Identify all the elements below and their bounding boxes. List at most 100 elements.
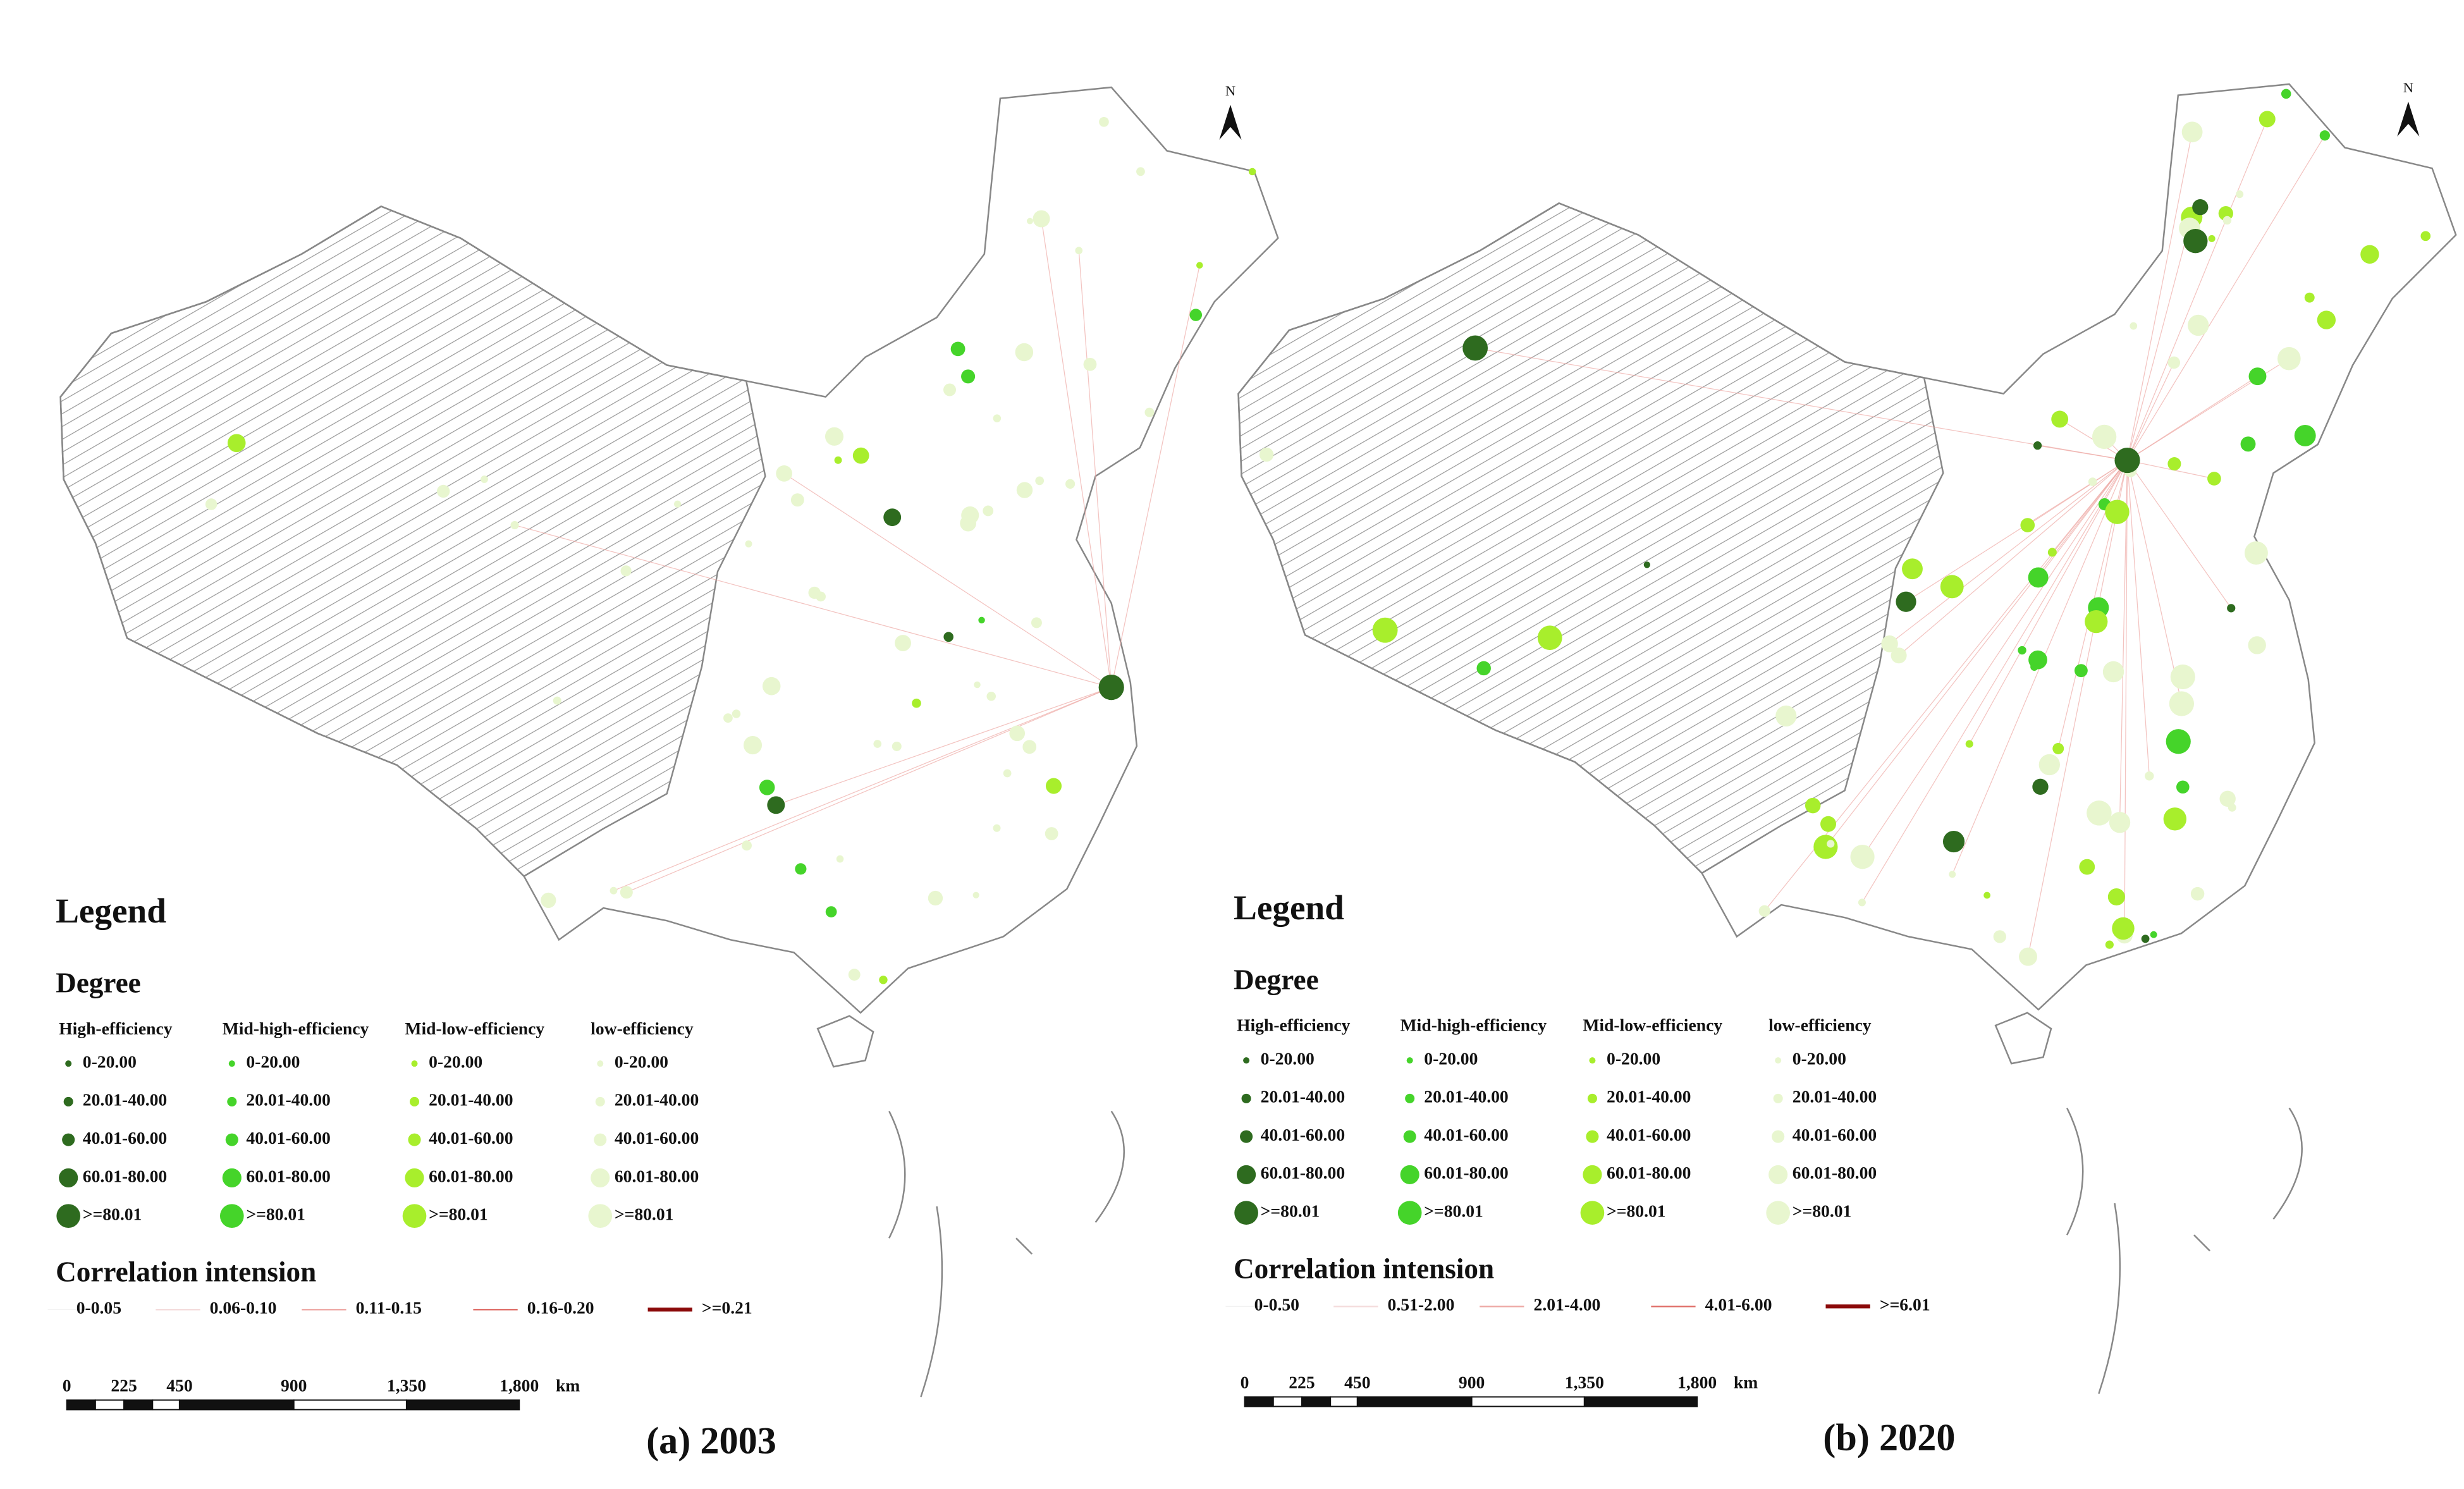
class-label: 0-20.00 — [1793, 1048, 1846, 1068]
node — [2294, 425, 2316, 446]
class-label: 40.01-60.00 — [1424, 1125, 1508, 1144]
node — [2020, 518, 2035, 532]
scale-segment — [1244, 1396, 1274, 1407]
class-label: >=80.01 — [1424, 1201, 1483, 1220]
link-line — [1475, 347, 2128, 461]
panel: N Legend Degree High-efficiency 0-20.00 20.01… — [47, 83, 1279, 1462]
legend-symbol — [1583, 1165, 1602, 1184]
link-line — [783, 473, 1112, 688]
correlation-label: 0.06-0.10 — [210, 1298, 277, 1318]
legend-symbol — [1237, 1165, 1256, 1184]
node — [2112, 917, 2135, 940]
node — [961, 369, 976, 384]
legend-symbol — [1403, 1130, 1416, 1143]
class-label: >=80.01 — [615, 1204, 674, 1224]
legend-symbol — [219, 1204, 244, 1228]
node — [2188, 314, 2209, 336]
node — [1022, 740, 1037, 754]
class-label: >=80.01 — [1607, 1201, 1666, 1220]
node — [541, 892, 556, 908]
legend-symbol — [1243, 1057, 1250, 1064]
node — [620, 565, 632, 577]
node — [1775, 705, 1797, 726]
node — [1083, 357, 1097, 371]
node — [983, 505, 994, 517]
node — [2047, 548, 2057, 557]
node — [1045, 778, 1062, 794]
correlation-label: >=0.21 — [702, 1298, 752, 1318]
node — [1045, 827, 1058, 840]
node — [836, 855, 844, 863]
class-label: 60.01-80.00 — [429, 1166, 513, 1186]
legend-symbol — [1775, 1057, 1782, 1064]
node — [2088, 477, 2097, 486]
node — [895, 635, 911, 651]
node — [2169, 691, 2195, 716]
node — [2085, 610, 2108, 634]
legend-symbol — [1589, 1057, 1596, 1064]
node — [732, 709, 741, 718]
node — [1643, 561, 1650, 568]
node — [481, 475, 488, 483]
degree-title: Degree — [1234, 964, 1319, 995]
node — [1196, 262, 1203, 269]
correlation-title: Correlation intension — [1234, 1253, 1494, 1284]
class-label: 20.01-40.00 — [83, 1090, 167, 1110]
legend-symbol — [1405, 1093, 1415, 1103]
scale-label: 450 — [166, 1376, 192, 1395]
correlation-label: 0.16-0.20 — [527, 1298, 594, 1318]
scale-segment — [293, 1399, 407, 1411]
node — [1858, 898, 1866, 907]
legend-symbol — [595, 1096, 605, 1106]
scale-segment — [66, 1399, 96, 1411]
node — [1189, 309, 1203, 321]
node — [2052, 743, 2064, 754]
correlation-label: 0-0.05 — [77, 1298, 121, 1318]
node — [745, 540, 752, 548]
node — [2109, 812, 2131, 833]
node — [2102, 661, 2124, 683]
node — [2033, 441, 2042, 450]
link-line — [776, 687, 1112, 806]
node — [848, 969, 861, 981]
group-title: Mid-high-efficiency — [223, 1019, 369, 1038]
node — [1940, 575, 1964, 599]
node — [436, 484, 450, 498]
node — [227, 434, 246, 453]
scale-segment — [1272, 1396, 1302, 1407]
node — [883, 508, 902, 527]
node — [1033, 210, 1050, 228]
scale-unit: km — [1734, 1373, 1758, 1392]
class-label: 0-20.00 — [83, 1051, 137, 1071]
node — [2259, 111, 2276, 128]
node — [743, 735, 763, 755]
node — [2228, 803, 2236, 812]
class-label: 40.01-60.00 — [615, 1128, 699, 1148]
class-label: 20.01-40.00 — [1424, 1087, 1508, 1106]
link-line — [2126, 119, 2268, 461]
legend-symbol — [594, 1133, 607, 1146]
scale-label: 0 — [63, 1376, 71, 1395]
node — [1065, 479, 1076, 489]
legend-symbol — [597, 1060, 604, 1067]
class-label: 0-20.00 — [246, 1051, 300, 1071]
legend-symbol — [405, 1168, 424, 1187]
legend-symbol — [228, 1060, 235, 1067]
node — [2166, 729, 2191, 754]
scale-segment — [1471, 1396, 1585, 1407]
node — [950, 341, 965, 357]
node — [2207, 472, 2221, 486]
correlation-label: 0.11-0.15 — [356, 1298, 422, 1318]
node — [1031, 617, 1042, 628]
node — [2032, 778, 2049, 795]
class-label: 60.01-80.00 — [615, 1166, 699, 1186]
legend-symbol — [1772, 1130, 1785, 1143]
node — [1248, 168, 1256, 176]
node — [767, 796, 785, 814]
node — [1259, 447, 1274, 462]
degree-title: Degree — [56, 967, 141, 998]
class-label: >=80.01 — [83, 1204, 142, 1224]
node — [2150, 931, 2157, 938]
node — [2192, 199, 2209, 216]
node — [2420, 231, 2431, 242]
